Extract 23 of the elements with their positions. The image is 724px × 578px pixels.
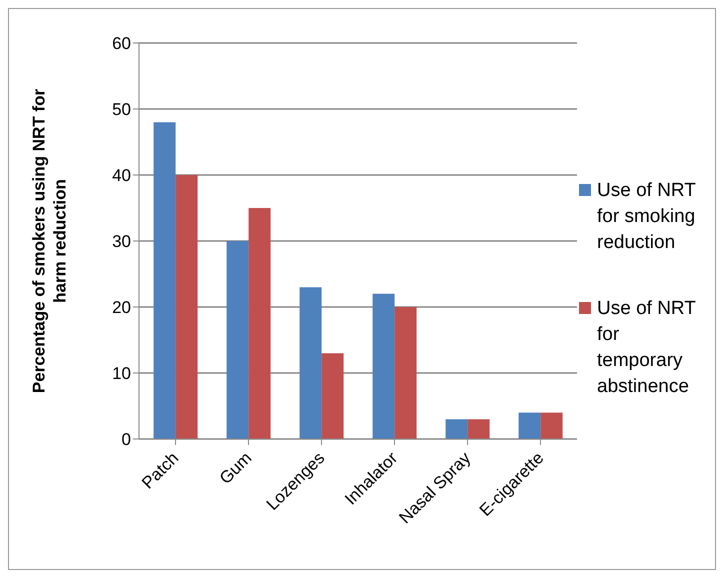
legend-label: Use of NRT for temporary abstinence xyxy=(597,297,697,399)
bar xyxy=(248,208,271,439)
bar xyxy=(176,175,198,439)
y-tick-label: 10 xyxy=(112,364,131,384)
y-tick-label: 50 xyxy=(112,100,131,120)
legend-label: Use of NRT for smoking reduction xyxy=(597,179,697,255)
y-axis-title: Percentage of smokers using NRT for harm reduction xyxy=(30,88,70,394)
bar xyxy=(468,419,490,439)
y-tick-label: 60 xyxy=(112,34,131,54)
bar xyxy=(226,241,249,439)
y-tick-label: 20 xyxy=(112,298,131,318)
y-tick-label: 30 xyxy=(112,232,131,252)
bar xyxy=(372,294,395,439)
bar xyxy=(300,287,322,439)
bar xyxy=(518,412,541,439)
bar xyxy=(446,419,468,439)
x-tick-label: Gum xyxy=(216,448,256,488)
bar xyxy=(322,353,344,439)
y-tick-label: 0 xyxy=(122,430,131,450)
bar xyxy=(394,307,417,439)
bar xyxy=(540,412,563,439)
bar xyxy=(154,122,176,439)
y-tick-label: 40 xyxy=(112,166,131,186)
